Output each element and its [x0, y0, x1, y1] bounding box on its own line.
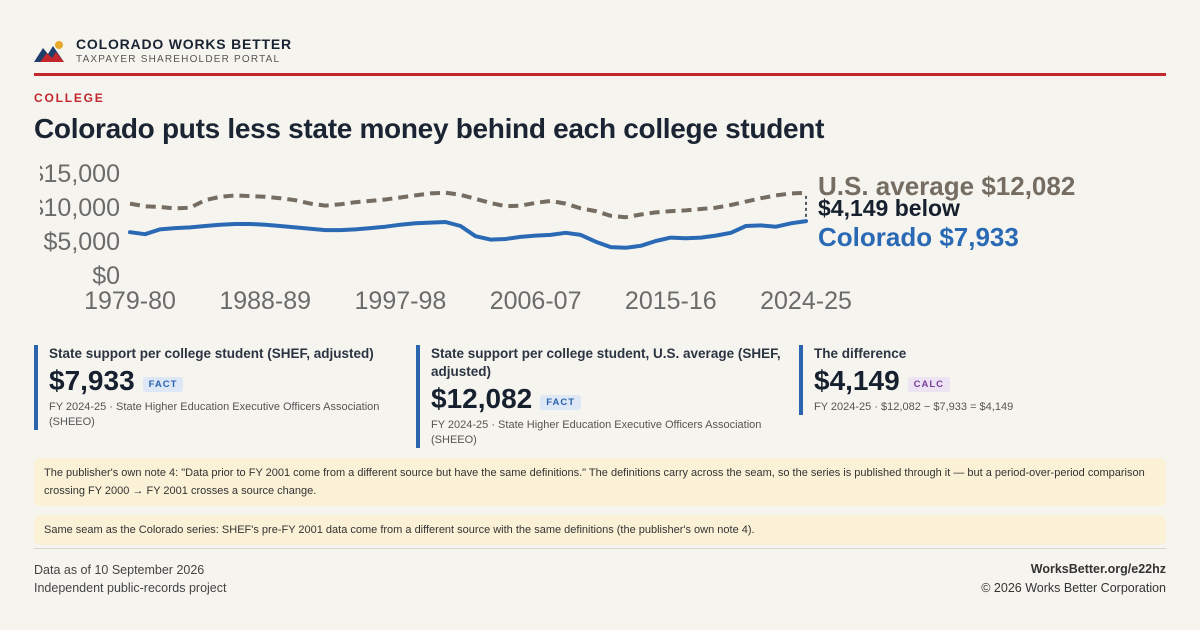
us-average-card: State support per college student, U.S. … — [416, 345, 786, 448]
y-tick-label: $5,000 — [44, 228, 120, 256]
card-source: FY 2024-25 · State Higher Education Exec… — [49, 401, 380, 428]
x-tick-label: 1988-89 — [219, 287, 311, 315]
fact-badge: FACT — [540, 394, 582, 410]
x-tick-label: 1979-80 — [84, 287, 176, 315]
x-axis: 1979-80 1988-89 1997-98 2006-07 2015-16 2024-… — [84, 287, 852, 315]
y-tick-label: $15,000 — [40, 160, 120, 188]
chart-annotations: U.S. average $12,082$4,149 belowColorado… — [805, 171, 1075, 252]
card-value: $12,082 — [431, 383, 533, 414]
mountain-logo-icon — [34, 41, 64, 62]
brand-name: COLORADO WORKS BETTER — [76, 36, 292, 52]
card-source: FY 2024-25 · State Higher Education Exec… — [431, 419, 762, 446]
card-source: FY 2024-25 · $12,082 − $7,933 = $4,149 — [814, 401, 1014, 413]
card-value: $4,149 — [814, 365, 900, 396]
header-rule — [34, 73, 1166, 76]
project-label: Independent public-records project — [34, 581, 227, 595]
line-chart: $0 $5,000 $10,000 $15,000 1979-80 1988-89 199… — [40, 160, 1075, 315]
y-tick-label: $10,000 — [40, 194, 120, 222]
y-tick-label: $0 — [92, 262, 120, 290]
x-tick-label: 2006-07 — [490, 287, 582, 315]
source-note: Same seam as the Colorado series: SHEF's… — [34, 515, 1166, 545]
card-value: $7,933 — [49, 365, 135, 396]
colorado-label: Colorado $7,933 — [818, 222, 1019, 252]
us-average-line — [129, 190, 807, 220]
fact-badge: FACT — [142, 376, 184, 392]
calc-badge: CALC — [907, 376, 951, 392]
card-label: State support per college student (SHEF,… — [49, 346, 374, 361]
x-tick-label: 2015-16 — [625, 287, 717, 315]
colorado-line — [128, 219, 808, 250]
us-average-label: U.S. average $12,082 — [818, 171, 1075, 201]
gap-label: $4,149 below — [818, 195, 960, 221]
brand-subtitle: TAXPAYER SHAREHOLDER PORTAL — [76, 54, 281, 65]
data-date: Data as of 10 September 2026 — [34, 563, 205, 577]
series-lines — [128, 190, 808, 250]
x-tick-label: 2024-25 — [760, 287, 852, 315]
difference-card: The difference $4,149 CALC FY 2024-25 · … — [799, 345, 1159, 415]
colorado-card: State support per college student (SHEF,… — [34, 345, 404, 430]
source-note: The publisher's own note 4: "Data prior … — [34, 458, 1166, 506]
source-link[interactable]: WorksBetter.org/e22hz — [1030, 562, 1166, 576]
y-axis: $0 $5,000 $10,000 $15,000 — [40, 160, 120, 290]
section-kicker: COLLEGE — [34, 91, 105, 105]
card-label: The difference — [814, 346, 907, 361]
x-tick-label: 1997-98 — [355, 287, 447, 315]
copyright: © 2026 Works Better Corporation — [981, 581, 1166, 595]
footer-divider — [34, 548, 1166, 549]
page-title: Colorado puts less state money behind ea… — [34, 113, 825, 144]
card-label: State support per college student, U.S. … — [431, 346, 781, 379]
